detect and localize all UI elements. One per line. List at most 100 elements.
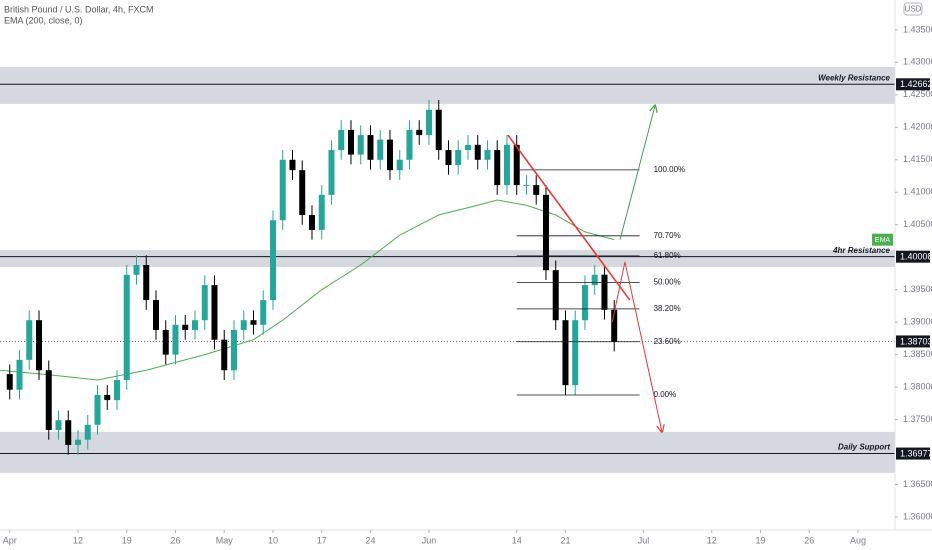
x-tick-label: 12 (73, 535, 83, 545)
zones: Weekly Resistance 4hr Resistance Daily Sup… (0, 66, 895, 473)
zone (0, 431, 895, 473)
candle-body (386, 139, 393, 171)
x-tick-label: 10 (268, 535, 278, 545)
candle-body (474, 144, 481, 160)
candle-body (162, 329, 169, 355)
candle-body (503, 144, 510, 186)
candle-body (74, 439, 81, 445)
candle-body (250, 320, 257, 325)
candle-body (143, 265, 150, 301)
candle-body (513, 144, 520, 186)
candle-body (377, 139, 384, 160)
candle-body (104, 394, 111, 401)
candle-body (494, 150, 501, 186)
candle-body (94, 394, 101, 425)
candle-body (230, 329, 237, 371)
x-tick-label: 24 (365, 535, 375, 545)
x-tick-label: 26 (170, 535, 180, 545)
candle-body (289, 159, 296, 171)
indicator-legend: EMA (200, close, 0) (4, 15, 83, 25)
candle-body (260, 300, 267, 325)
fib-label: 100.00% (654, 165, 686, 174)
candle-body (182, 324, 189, 330)
candle-body (26, 320, 33, 360)
candle-body (367, 135, 374, 160)
chart-title: British Pound / U.S. Dollar, 4h, FXCM (4, 4, 154, 14)
fib-label: 61.80% (654, 251, 681, 260)
x-tick-label: Aug (850, 535, 866, 545)
trendline (507, 134, 631, 301)
fib-label: 50.00% (654, 278, 681, 287)
candle-body (523, 185, 530, 187)
zone-label: 4hr Resistance (832, 246, 890, 255)
y-tick-label: 1.43500 (903, 24, 932, 34)
currency-box[interactable] (903, 2, 923, 16)
x-tick-label: Apr (3, 535, 17, 545)
candle-body (328, 150, 335, 195)
candle-body (552, 270, 559, 321)
price-box (896, 78, 930, 91)
candle-body (562, 320, 569, 386)
y-tick-label: 1.42000 (903, 122, 932, 132)
candle-body (425, 109, 432, 136)
fib-label: 0.00% (654, 390, 677, 399)
x-tick-label: Jul (638, 535, 650, 545)
y-tick-label: 1.36500 (903, 479, 932, 489)
price-box (896, 250, 930, 263)
x-tick-label: 19 (122, 535, 132, 545)
y-tick-label: 1.37500 (903, 414, 932, 424)
y-tick-label: 1.39500 (903, 284, 932, 294)
candle-body (6, 374, 13, 390)
fib-label: 70.70% (654, 231, 681, 240)
y-tick-label: 1.41500 (903, 154, 932, 164)
candle-body (318, 194, 325, 230)
arrow (611, 261, 662, 432)
price-box-label: 1.40008 (900, 252, 932, 262)
price-box (896, 447, 930, 460)
candle-body (201, 285, 208, 321)
candle-body (581, 285, 588, 321)
candle-body (601, 274, 608, 310)
price-box-label: 1.38703 (900, 336, 932, 346)
fib-label: 38.20% (654, 304, 681, 313)
candle-body (35, 320, 42, 371)
candle-body (269, 220, 276, 301)
candle-body (406, 129, 413, 160)
x-tick-label: 19 (755, 535, 765, 545)
candle-body (221, 339, 228, 371)
candle-body (113, 379, 120, 401)
candle-body (338, 129, 345, 151)
candle-body (55, 420, 62, 430)
ema-tag (872, 233, 893, 246)
x-tick-label: 26 (804, 535, 814, 545)
candle-body (84, 424, 91, 440)
candle-body (240, 320, 247, 330)
zone (0, 250, 895, 267)
candle-body (357, 135, 364, 155)
plot: 100.00% 70.70% 61.80% 50.00% 38.20% 23.60% 0.0… (0, 100, 895, 455)
x-tick-label: 21 (560, 535, 570, 545)
candle-body (16, 359, 23, 390)
candle-body (396, 159, 403, 171)
currency: USD (905, 5, 922, 14)
ema-line (0, 199, 615, 381)
candle-body (542, 194, 549, 271)
y-tick-label: 1.36000 (903, 511, 932, 521)
candle-body (416, 129, 423, 136)
candle-body (435, 109, 442, 151)
price-box-label: 1.36977 (900, 448, 932, 458)
candle-body (279, 159, 286, 221)
ema-tag-label: EMA (875, 237, 891, 244)
x-tick-label: 17 (317, 535, 327, 545)
candle-body (464, 144, 471, 151)
zone (0, 66, 895, 104)
candle-body (308, 214, 315, 230)
candle-body (191, 320, 198, 330)
x-tick-label: May (216, 535, 234, 545)
x-tick-label: 14 (512, 535, 522, 545)
candle-body (533, 185, 540, 195)
candle-body (133, 265, 140, 275)
candle-body (347, 129, 354, 155)
